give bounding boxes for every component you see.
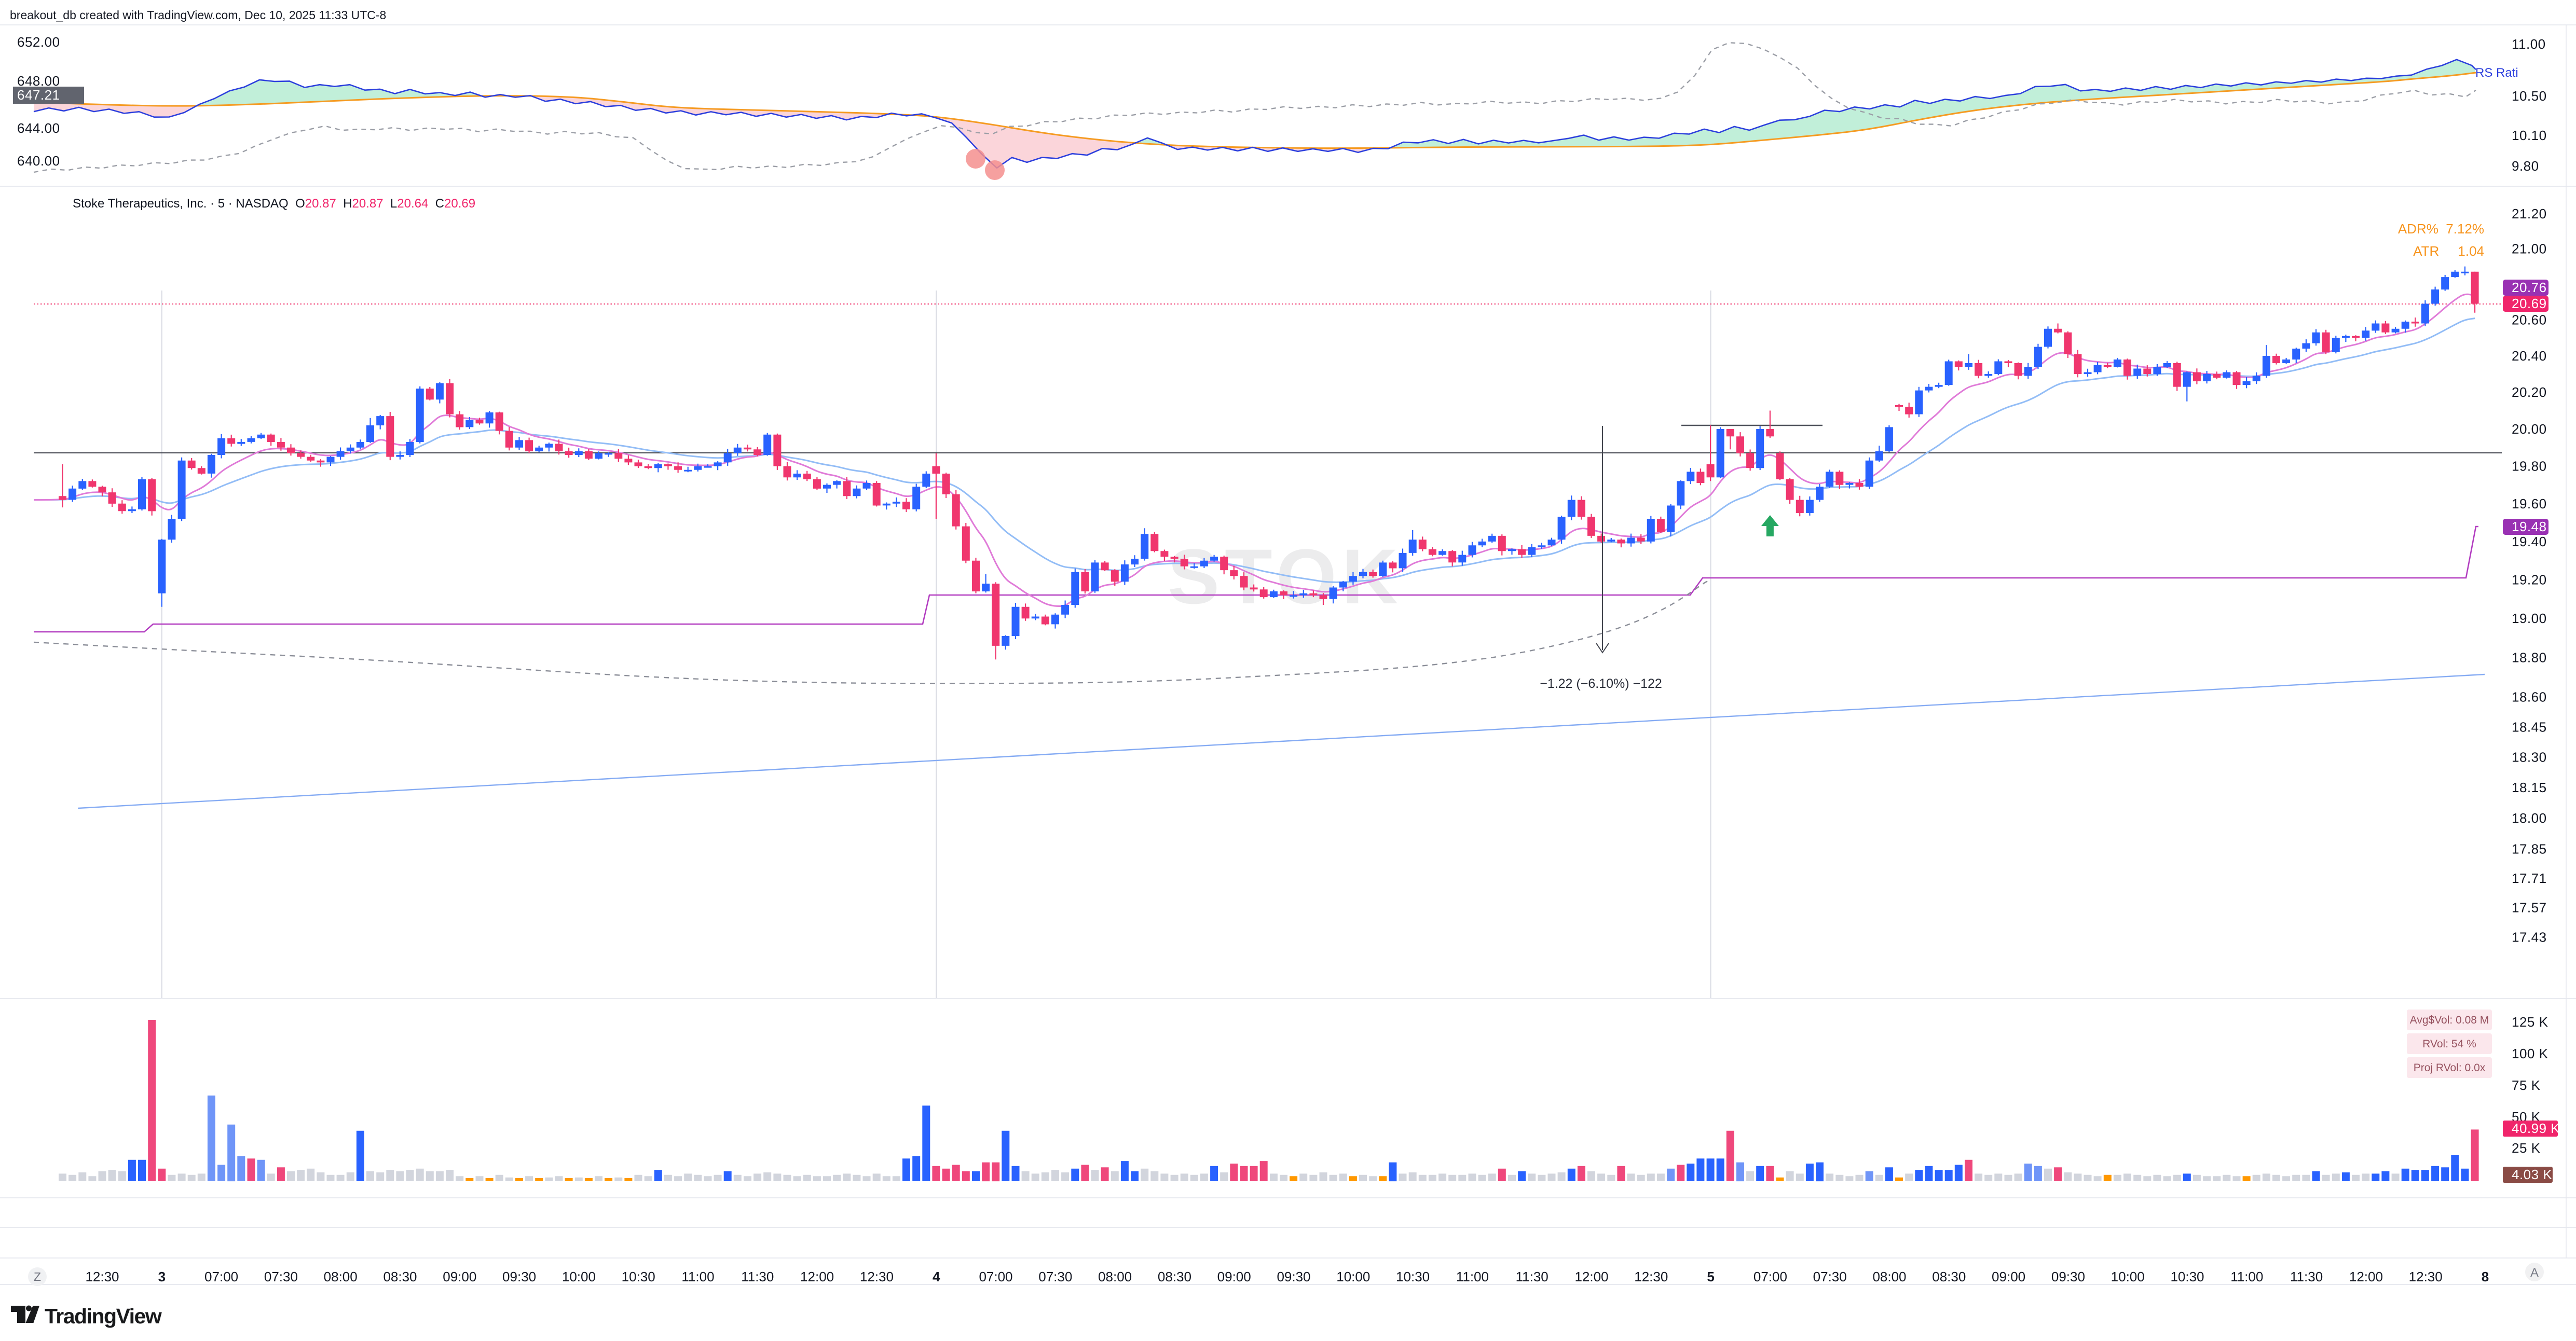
svg-text:RS Rati: RS Rati: [2475, 66, 2518, 80]
svg-text:ADR% 7.12%: ADR% 7.12%: [2398, 221, 2484, 237]
svg-text:11.00: 11.00: [2512, 36, 2546, 52]
svg-text:18.15: 18.15: [2512, 780, 2547, 795]
svg-text:17.71: 17.71: [2512, 870, 2547, 886]
svg-text:18.00: 18.00: [2512, 810, 2547, 826]
svg-text:10:30: 10:30: [1396, 1269, 1430, 1284]
svg-text:19.48: 19.48: [2512, 519, 2547, 534]
svg-text:07:30: 07:30: [1038, 1269, 1072, 1284]
svg-text:40.99 K: 40.99 K: [2512, 1121, 2560, 1136]
svg-text:17.85: 17.85: [2512, 841, 2547, 857]
svg-text:−1.22 (−6.10%) −122: −1.22 (−6.10%) −122: [1540, 676, 1662, 691]
svg-text:19.60: 19.60: [2512, 496, 2547, 511]
svg-text:Proj RVol: 0.0x: Proj RVol: 0.0x: [2414, 1062, 2486, 1074]
svg-text:09:00: 09:00: [443, 1269, 476, 1284]
svg-text:Avg$Vol: 0.08 M: Avg$Vol: 0.08 M: [2410, 1014, 2489, 1026]
svg-text:12:30: 12:30: [860, 1269, 894, 1284]
svg-text:07:30: 07:30: [1813, 1269, 1847, 1284]
svg-text:20.40: 20.40: [2512, 348, 2547, 364]
svg-text:3: 3: [158, 1269, 166, 1284]
svg-text:09:30: 09:30: [2051, 1269, 2085, 1284]
svg-text:11:00: 11:00: [681, 1269, 714, 1284]
svg-text:12:00: 12:00: [1574, 1269, 1608, 1284]
svg-text:640.00: 640.00: [17, 153, 60, 169]
svg-text:10:30: 10:30: [2170, 1269, 2204, 1284]
svg-text:12:00: 12:00: [2349, 1269, 2383, 1284]
svg-text:5: 5: [1707, 1269, 1714, 1284]
svg-text:11:00: 11:00: [2230, 1269, 2263, 1284]
svg-text:08:30: 08:30: [1932, 1269, 1966, 1284]
svg-text:25 K: 25 K: [2512, 1140, 2541, 1156]
svg-text:09:30: 09:30: [502, 1269, 536, 1284]
svg-text:652.00: 652.00: [17, 34, 60, 50]
svg-text:10.50: 10.50: [2512, 88, 2547, 104]
svg-text:10:00: 10:00: [562, 1269, 596, 1284]
svg-text:20.60: 20.60: [2512, 312, 2547, 328]
svg-text:11:30: 11:30: [741, 1269, 774, 1284]
svg-text:20.20: 20.20: [2512, 384, 2547, 400]
svg-text:4: 4: [933, 1269, 940, 1284]
svg-text:11:00: 11:00: [1456, 1269, 1489, 1284]
svg-text:21.00: 21.00: [2512, 241, 2547, 257]
svg-text:18.30: 18.30: [2512, 750, 2547, 765]
svg-text:TradingView: TradingView: [45, 1304, 162, 1328]
svg-text:19.00: 19.00: [2512, 611, 2547, 626]
svg-text:07:00: 07:00: [1753, 1269, 1787, 1284]
svg-text:12:30: 12:30: [2409, 1269, 2443, 1284]
svg-text:20.69: 20.69: [2512, 296, 2547, 311]
svg-text:21.20: 21.20: [2512, 206, 2547, 222]
svg-text:19.80: 19.80: [2512, 459, 2547, 474]
svg-text:19.40: 19.40: [2512, 534, 2547, 549]
svg-text:18.45: 18.45: [2512, 719, 2547, 735]
svg-text:8: 8: [2482, 1269, 2489, 1284]
svg-text:10:00: 10:00: [2111, 1269, 2145, 1284]
svg-text:07:30: 07:30: [264, 1269, 298, 1284]
svg-text:12:00: 12:00: [800, 1269, 834, 1284]
svg-text:647.21: 647.21: [17, 87, 60, 103]
svg-text:08:30: 08:30: [383, 1269, 417, 1284]
svg-text:09:30: 09:30: [1277, 1269, 1310, 1284]
svg-text:08:30: 08:30: [1158, 1269, 1191, 1284]
svg-text:125 K: 125 K: [2512, 1014, 2548, 1030]
svg-text:A: A: [2530, 1266, 2539, 1280]
svg-text:12:30: 12:30: [85, 1269, 119, 1284]
svg-text:19.20: 19.20: [2512, 572, 2547, 588]
svg-text:11:30: 11:30: [2290, 1269, 2323, 1284]
svg-text:75 K: 75 K: [2512, 1077, 2541, 1093]
svg-text:RVol: 54 %: RVol: 54 %: [2422, 1038, 2476, 1050]
svg-text:08:00: 08:00: [324, 1269, 358, 1284]
svg-text:11:30: 11:30: [1516, 1269, 1549, 1284]
svg-text:644.00: 644.00: [17, 120, 60, 136]
svg-text:20.00: 20.00: [2512, 421, 2547, 437]
svg-text:17.43: 17.43: [2512, 929, 2547, 945]
svg-text:20.76: 20.76: [2512, 280, 2547, 295]
svg-text:STOK: STOK: [1168, 533, 1403, 620]
svg-text:100 K: 100 K: [2512, 1046, 2548, 1061]
svg-text:07:00: 07:00: [979, 1269, 1012, 1284]
svg-text:4.03 K: 4.03 K: [2512, 1167, 2552, 1182]
svg-text:09:00: 09:00: [1217, 1269, 1251, 1284]
svg-text:18.80: 18.80: [2512, 650, 2547, 666]
svg-text:Z: Z: [34, 1270, 41, 1283]
svg-text:07:00: 07:00: [204, 1269, 238, 1284]
svg-text:10.10: 10.10: [2512, 128, 2547, 143]
svg-text:10:30: 10:30: [622, 1269, 655, 1284]
svg-text:ATR 1.04: ATR 1.04: [2413, 243, 2484, 259]
svg-text:9.80: 9.80: [2512, 158, 2539, 174]
svg-text:648.00: 648.00: [17, 73, 60, 89]
svg-text:10:00: 10:00: [1336, 1269, 1370, 1284]
svg-text:12:30: 12:30: [1634, 1269, 1668, 1284]
svg-text:08:00: 08:00: [1098, 1269, 1132, 1284]
svg-text:breakout_db created with Tradi: breakout_db created with TradingView.com…: [10, 8, 386, 22]
svg-text:09:00: 09:00: [1992, 1269, 2025, 1284]
svg-text:18.60: 18.60: [2512, 689, 2547, 705]
svg-text:Stoke Therapeutics, Inc. · 5 ·: Stoke Therapeutics, Inc. · 5 · NASDAQ O2…: [73, 197, 475, 211]
svg-text:08:00: 08:00: [1872, 1269, 1906, 1284]
svg-text:17.57: 17.57: [2512, 900, 2547, 915]
